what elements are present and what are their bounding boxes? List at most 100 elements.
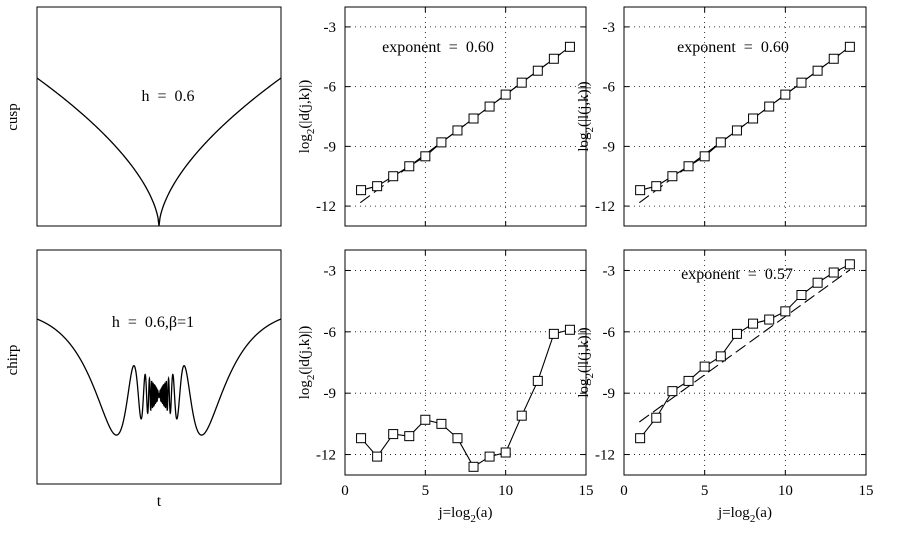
plot-chirp-leader: -12 -9 -6 -3 0 5 10 15 log2(|l(j,k)|) j=log2(a) ex… (576, 249, 874, 525)
data-point (532, 65, 543, 76)
y-axis-label: log2(|d(j,k)|) (297, 326, 317, 400)
y-tick-label: -3 (324, 263, 337, 279)
data-point (484, 451, 495, 462)
series-line (639, 263, 851, 439)
data-point (667, 386, 678, 397)
y-tick-label: -9 (603, 386, 616, 402)
data-point (564, 41, 575, 52)
x-axis-label: j=log2(a) (438, 505, 493, 525)
plot-cusp-wavelet: -12 -9 -6 -3 log2(|d(j,k)|) exponent = 0.60 (297, 6, 587, 227)
row-label-chirp: chirp (5, 345, 21, 376)
data-point (404, 431, 415, 442)
data-point (388, 429, 399, 440)
data-point (356, 185, 367, 196)
data-point (731, 328, 742, 339)
data-point (436, 418, 447, 429)
series-line (360, 329, 571, 468)
data-point (651, 181, 662, 192)
data-point (651, 412, 662, 423)
data-point (748, 318, 759, 329)
chirp-signal-curve (36, 318, 282, 436)
data-point (683, 161, 694, 172)
x-axis-label: j=log2(a) (717, 505, 772, 525)
y-tick-label: -6 (324, 325, 337, 341)
data-point (635, 185, 646, 196)
data-point (683, 375, 694, 386)
data-point (468, 113, 479, 124)
data-point (812, 65, 823, 76)
data-point (356, 433, 367, 444)
x-tick-label: 0 (341, 483, 349, 499)
data-point (388, 171, 399, 182)
x-tick-label: 15 (859, 483, 874, 499)
y-tick-label: -6 (603, 80, 616, 96)
data-point (780, 89, 791, 100)
data-point (796, 77, 807, 88)
data-point (548, 328, 559, 339)
data-point (420, 151, 431, 162)
data-point (372, 451, 383, 462)
y-tick-label: -9 (324, 139, 337, 155)
data-point (828, 53, 839, 64)
data-point (699, 151, 710, 162)
exponent-annotation: exponent = 0.60 (382, 39, 494, 56)
x-tick-label: 10 (778, 483, 793, 499)
y-tick-label: -3 (603, 20, 616, 36)
row-label-cusp: cusp (5, 103, 21, 131)
data-point (372, 181, 383, 192)
chirp-annotation: h = 0.6,β=1 (112, 314, 194, 331)
signal-xlabel: t (157, 493, 162, 510)
data-point (764, 101, 775, 112)
data-point (812, 277, 823, 288)
y-tick-label: -12 (316, 199, 336, 215)
data-point (715, 137, 726, 148)
x-tick-label: 5 (701, 483, 709, 499)
data-point (699, 361, 710, 372)
data-point (764, 314, 775, 325)
data-point (532, 375, 543, 386)
y-tick-label: -9 (324, 386, 337, 402)
plot-frame (344, 6, 587, 227)
data-point (548, 53, 559, 64)
y-tick-label: -3 (603, 263, 616, 279)
data-point (452, 125, 463, 136)
x-tick-label: 10 (498, 483, 513, 499)
data-point (844, 259, 855, 270)
exponent-annotation: exponent = 0.57 (681, 266, 793, 283)
plot-frame (344, 249, 587, 476)
data-point (844, 41, 855, 52)
regression-line (639, 269, 851, 423)
data-point (500, 89, 511, 100)
y-tick-label: -12 (595, 448, 615, 464)
data-point (516, 410, 527, 421)
plot-frame (623, 6, 867, 227)
data-point (748, 113, 759, 124)
y-tick-label: -3 (324, 20, 337, 36)
y-tick-label: -12 (595, 199, 615, 215)
data-point (484, 101, 495, 112)
y-tick-label: -12 (316, 448, 336, 464)
data-point (516, 77, 527, 88)
data-point (715, 351, 726, 362)
y-tick-label: -9 (603, 139, 616, 155)
exponent-annotation: exponent = 0.60 (677, 39, 789, 56)
y-axis-label: log2(|l(j,k)|) (576, 327, 596, 397)
plot-cusp-leader: -12 -9 -6 -3 log2(|l(j,k)|) exponent = 0.60 (576, 6, 867, 227)
plot-chirp-wavelet: -12 -9 -6 -3 0 5 10 15 log2(|d(j,k)|) j=log2(a) (297, 249, 594, 525)
plot-frame (623, 249, 867, 476)
signal-panel-cusp: h = 0.6 (36, 6, 282, 227)
y-tick-label: -6 (324, 80, 337, 96)
data-point (468, 461, 479, 472)
data-point (420, 414, 431, 425)
y-axis-label: log2(|d(j,k)|) (297, 80, 317, 154)
x-tick-label: 0 (620, 483, 628, 499)
data-point (780, 306, 791, 317)
data-point (500, 447, 511, 458)
y-tick-label: -6 (603, 325, 616, 341)
signal-panel-chirp: h = 0.6,β=1 t (36, 249, 282, 510)
data-point (667, 171, 678, 182)
data-point (635, 433, 646, 444)
data-point (796, 290, 807, 300)
data-point (452, 433, 463, 444)
